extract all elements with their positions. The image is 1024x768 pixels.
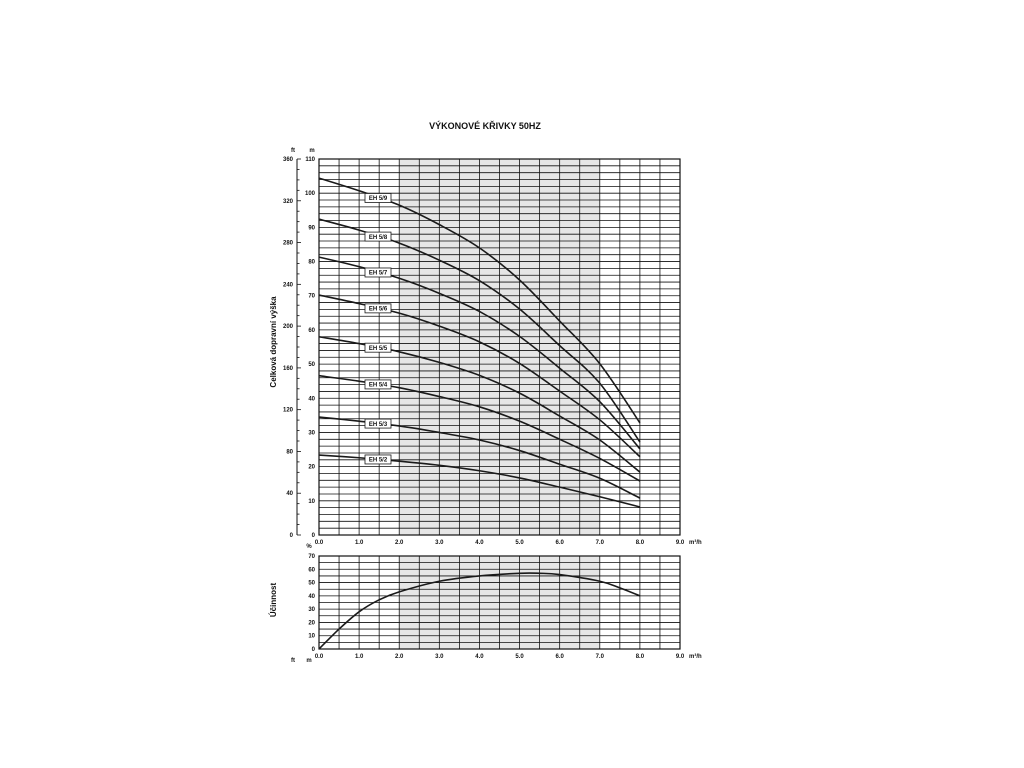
x-tick-label: 6.0 xyxy=(555,654,564,660)
y-tick-label-ft: 280 xyxy=(283,241,294,247)
series-label-box xyxy=(364,303,392,314)
x-tick-label: 1.0 xyxy=(355,540,364,546)
efficiency-curve xyxy=(318,572,641,650)
series-label: EH 5/9 xyxy=(369,196,388,202)
x-tick-label: 1.0 xyxy=(355,654,364,660)
plot-frame xyxy=(318,158,681,536)
y-unit-percent: % xyxy=(306,544,312,550)
x-tick-label: 2.0 xyxy=(395,654,404,660)
series-label: EH 5/7 xyxy=(369,271,388,277)
y-tick-label-ft: 160 xyxy=(283,366,294,372)
y-tick-label-m: 110 xyxy=(305,157,315,163)
x-tick-label: 3.0 xyxy=(435,654,444,660)
y-tick-label-ft: 120 xyxy=(283,408,294,414)
series-label-box xyxy=(364,342,392,353)
series-label-box xyxy=(364,454,392,465)
y-tick-label-m: 60 xyxy=(308,328,315,334)
series-label: EH 5/8 xyxy=(369,235,388,241)
y-tick-label: 0 xyxy=(312,647,316,653)
x-tick-label: 7.0 xyxy=(596,654,605,660)
head-chart: 0.0 1.0 2.0 3.0 4.0 5.0 6.0 7.0 8.0 9.0 m³/h 0 10 20 3… xyxy=(269,148,702,546)
x-tick-label: 4.0 xyxy=(475,654,484,660)
x-tick-label: 7.0 xyxy=(596,540,605,546)
x-tick-label: 6.0 xyxy=(555,540,564,546)
series-label: EH 5/4 xyxy=(369,383,388,389)
efficiency-chart: 0.0 1.0 2.0 3.0 4.0 5.0 6.0 7.0 8.0 9.0 m³/h 0 10 20 3… xyxy=(269,544,702,664)
y-tick-label-m: 40 xyxy=(308,396,315,402)
x-tick-label: 9.0 xyxy=(676,540,685,546)
x-tick-label: 0.0 xyxy=(315,654,324,660)
y-tick-label-m: 0 xyxy=(312,533,316,539)
y-tick-label: 20 xyxy=(308,620,315,626)
y-unit-m: m xyxy=(309,148,314,154)
x-tick-label: 8.0 xyxy=(636,540,645,546)
chart-title: VÝKONOVÉ KŘIVKY 50HZ xyxy=(429,120,541,131)
y-tick-label-m: 90 xyxy=(308,225,315,231)
plot-frame xyxy=(318,555,681,650)
series-label-box xyxy=(364,231,392,242)
y-tick-label-ft: 80 xyxy=(286,449,293,455)
y-tick-label: 70 xyxy=(308,554,315,560)
bottom-unit-m: m xyxy=(306,658,311,664)
y-tick-label: 60 xyxy=(308,567,315,573)
x-tick-label: 5.0 xyxy=(515,540,524,546)
y-tick-label-m: 50 xyxy=(308,362,315,368)
series-label-box xyxy=(364,193,392,203)
y-tick-label-ft: 0 xyxy=(290,533,294,539)
y-axis-label: Celková dopravní výška xyxy=(269,296,278,388)
y-tick-label-ft: 200 xyxy=(283,324,294,330)
y-tick-label-m: 20 xyxy=(308,465,315,471)
series-label-box xyxy=(364,379,392,390)
series-label-box xyxy=(364,418,392,429)
y-unit-ft: ft xyxy=(291,148,295,154)
series-label: EH 5/5 xyxy=(369,346,388,352)
y-tick-label-m: 10 xyxy=(308,499,315,505)
x-tick-label: 9.0 xyxy=(676,654,685,660)
x-tick-label: 2.0 xyxy=(395,540,404,546)
series-label: EH 5/3 xyxy=(369,422,388,428)
x-tick-label: 5.0 xyxy=(515,654,524,660)
y-tick-label-m: 80 xyxy=(308,260,315,266)
bottom-unit-ft: ft xyxy=(291,658,295,664)
y-tick-label-ft: 360 xyxy=(283,157,294,163)
y-tick-label: 30 xyxy=(308,607,315,613)
y-tick-label-m: 100 xyxy=(305,191,316,197)
x-axis-unit: m³/h xyxy=(689,539,702,546)
series-label-box xyxy=(364,267,392,278)
y-tick-label: 40 xyxy=(308,594,315,600)
series-label: EH 5/2 xyxy=(369,458,388,464)
x-tick-label: 4.0 xyxy=(475,540,484,546)
x-tick-label: 8.0 xyxy=(636,654,645,660)
series-label: EH 5/6 xyxy=(369,307,388,313)
y-tick-label-m: 30 xyxy=(308,430,315,436)
y-tick-label: 10 xyxy=(308,634,315,640)
y-tick-label: 50 xyxy=(308,581,315,587)
x-axis-unit: m³/h xyxy=(689,653,702,660)
x-tick-label: 0.0 xyxy=(315,540,324,546)
y-tick-label-ft: 240 xyxy=(283,282,294,288)
y-tick-label-ft: 320 xyxy=(283,199,294,205)
y-axis-label: Účinnost xyxy=(269,583,278,618)
y-tick-label-m: 70 xyxy=(308,294,315,300)
y-tick-label-ft: 40 xyxy=(286,491,293,497)
x-tick-label: 3.0 xyxy=(435,540,444,546)
